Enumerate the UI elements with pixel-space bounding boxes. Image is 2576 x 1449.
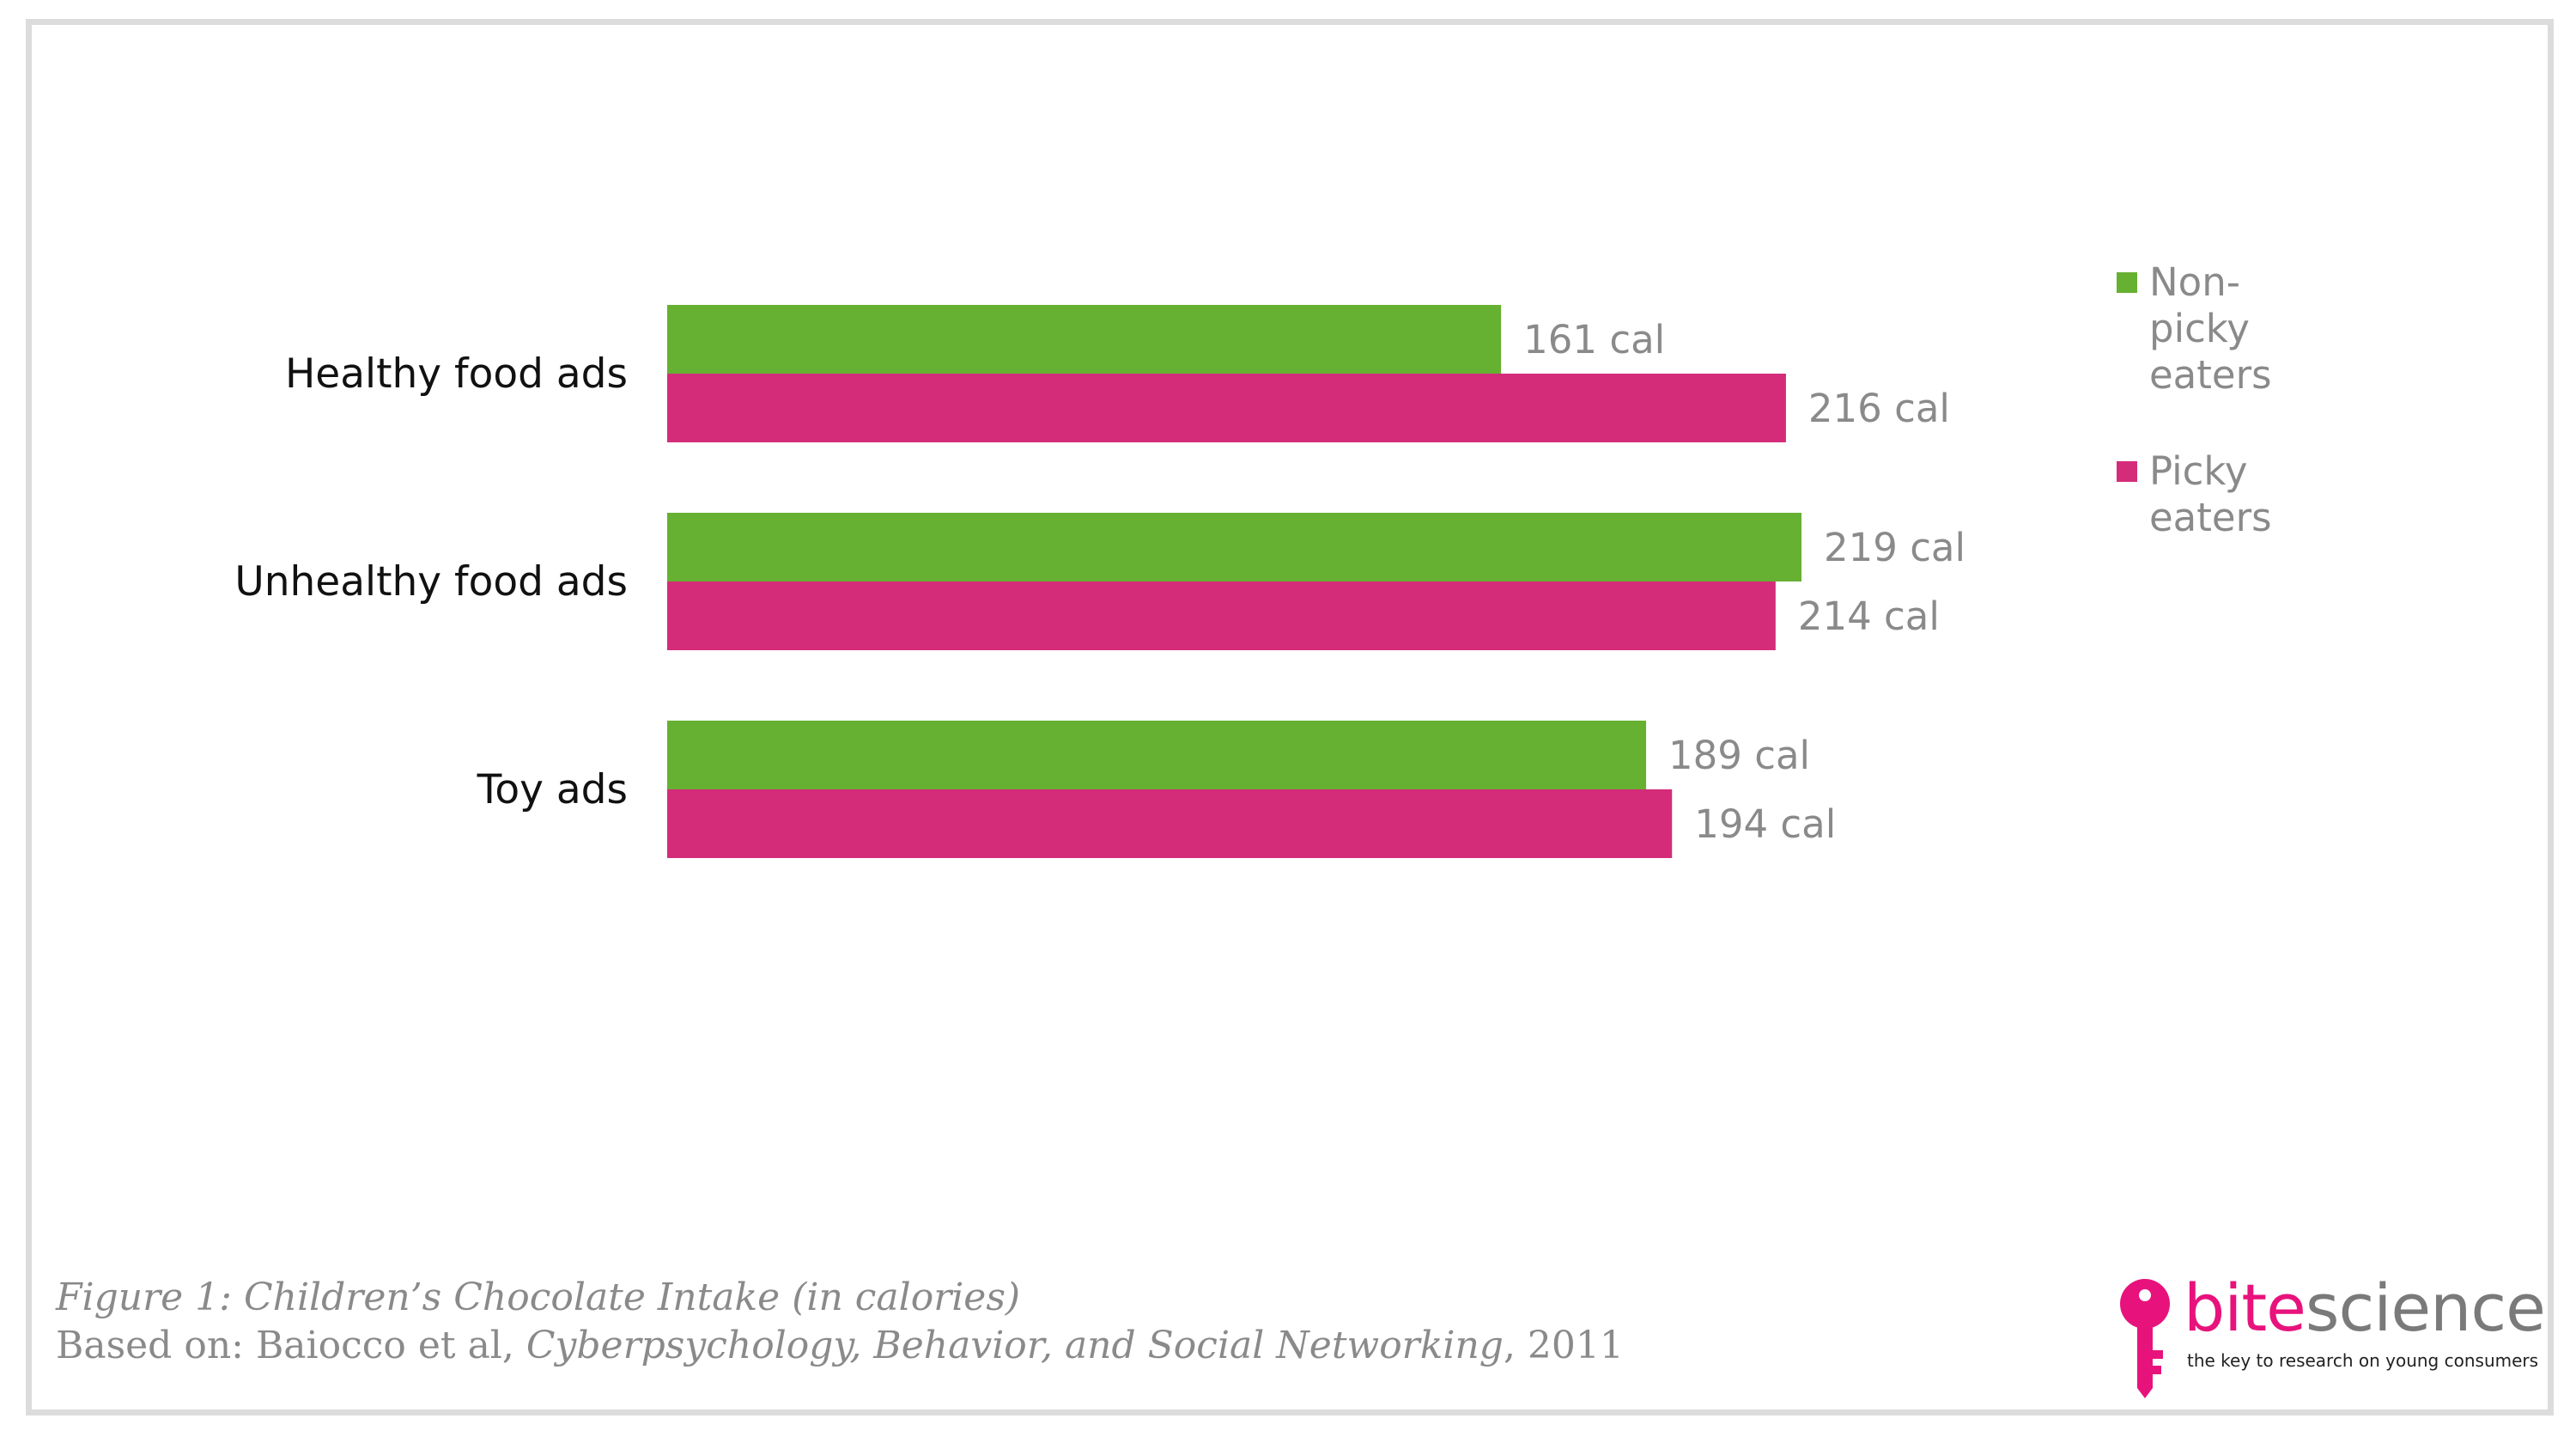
legend-item-picky[interactable]: Picky eaters: [2117, 448, 2338, 541]
data-label-picky-eaters-unhealthy-food-ads: 214 cal: [1798, 594, 1940, 639]
figure-frame: [26, 19, 2554, 1416]
bitescience-logo[interactable]: bitescience the key to research on young…: [2117, 1269, 2546, 1398]
bar-picky-eaters-healthy-food-ads[interactable]: [667, 374, 1786, 442]
key-icon: [2120, 1279, 2170, 1398]
legend: Non-picky eaters Picky eaters: [2117, 259, 2338, 591]
bar-non-picky-eaters-unhealthy-food-ads[interactable]: [667, 513, 1802, 581]
legend-swatch-picky: [2117, 461, 2137, 482]
logo-tagline: the key to research on young consumers: [2187, 1350, 2539, 1371]
data-label-picky-eaters-toy-ads: 194 cal: [1694, 801, 1836, 847]
legend-swatch-non-picky: [2117, 272, 2137, 293]
category-label-unhealthy-food-ads: Unhealthy food ads: [234, 558, 628, 606]
figure-caption: Figure 1: Children’s Chocolate Intake (i…: [56, 1274, 1624, 1370]
legend-item-non-picky[interactable]: Non-picky eaters: [2117, 259, 2338, 399]
bar-non-picky-eaters-toy-ads[interactable]: [667, 721, 1647, 789]
caption-title: Figure 1: Children’s Chocolate Intake (i…: [56, 1275, 1021, 1319]
data-label-picky-eaters-healthy-food-ads: 216 cal: [1808, 386, 1950, 431]
caption-source: Based on: Baiocco et al, Cyberpsychology…: [56, 1324, 1624, 1367]
bar-picky-eaters-toy-ads[interactable]: [667, 789, 1673, 858]
category-label-healthy-food-ads: Healthy food ads: [285, 350, 628, 398]
bar-picky-eaters-unhealthy-food-ads[interactable]: [667, 581, 1776, 650]
data-label-non-picky-eaters-healthy-food-ads: 161 cal: [1523, 317, 1665, 362]
data-label-non-picky-eaters-unhealthy-food-ads: 219 cal: [1824, 525, 1965, 570]
legend-label-non-picky: Non-picky eaters: [2149, 259, 2272, 398]
bar-non-picky-eaters-healthy-food-ads[interactable]: [667, 305, 1502, 374]
category-label-toy-ads: Toy ads: [477, 766, 628, 813]
legend-label-picky: Picky eaters: [2149, 448, 2272, 540]
data-label-non-picky-eaters-toy-ads: 189 cal: [1668, 733, 1810, 778]
logo-wordmark: bitescience: [2184, 1269, 2546, 1346]
